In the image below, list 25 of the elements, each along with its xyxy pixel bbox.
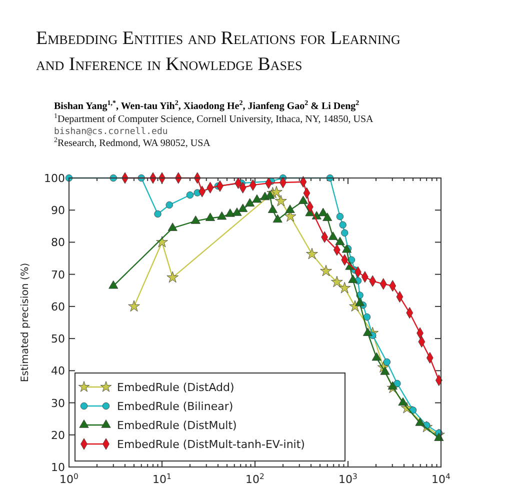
text: $^{2}$Research, Redmond, WA 98052, USA <box>54 136 212 149</box>
text: $^{1}$Department of Computer Science, Cornell University, Ithaca, NY, 14850, USA <box>54 112 374 125</box>
y-tick-label: 100 <box>44 172 65 185</box>
y-tick-label: 20 <box>51 428 65 442</box>
legend-label: EmbedRule (DistAdd) <box>117 381 234 394</box>
x-tick-label: 10$^{3}$ <box>338 472 358 486</box>
chart-title: Embedding Entities and Relations for Learning and Inference in Knowledge Bases <box>36 28 400 75</box>
y-tick-label: 40 <box>51 364 65 378</box>
y-tick-label: 10 <box>51 461 65 474</box>
legend-label: EmbedRule (DistMult-tanh-EV-init) <box>117 438 305 451</box>
y-tick-label: 80 <box>51 236 65 250</box>
legend-label: EmbedRule (DistMult) <box>117 419 237 432</box>
legend-label: EmbedRule (Bilinear) <box>117 400 234 413</box>
y-tick-label: 30 <box>51 396 65 410</box>
y-tick-label: 60 <box>51 300 65 314</box>
x-tick-label: 10$^{4}$ <box>432 472 451 486</box>
text: Bishan Yang$^{1,*}$, Wen-tau Yih$^{2}$, Xiaodong He$^{2}$, Jianfeng Gao$^{2}$ & Li Deng$^{2}$ <box>54 99 360 112</box>
x-tick-label: 10$^{2}$ <box>246 472 265 486</box>
x-tick-label: 10$^{1}$ <box>152 472 172 486</box>
y-tick-label: 70 <box>51 268 65 282</box>
x-tick-label: 10$^{0}$ <box>60 472 79 486</box>
y-tick-label: 50 <box>51 332 65 346</box>
text: bishan@cs.cornell.edu <box>54 127 168 137</box>
y-tick-label: 90 <box>51 204 65 218</box>
y-axis-title: Estimated precision (%) <box>20 262 31 382</box>
